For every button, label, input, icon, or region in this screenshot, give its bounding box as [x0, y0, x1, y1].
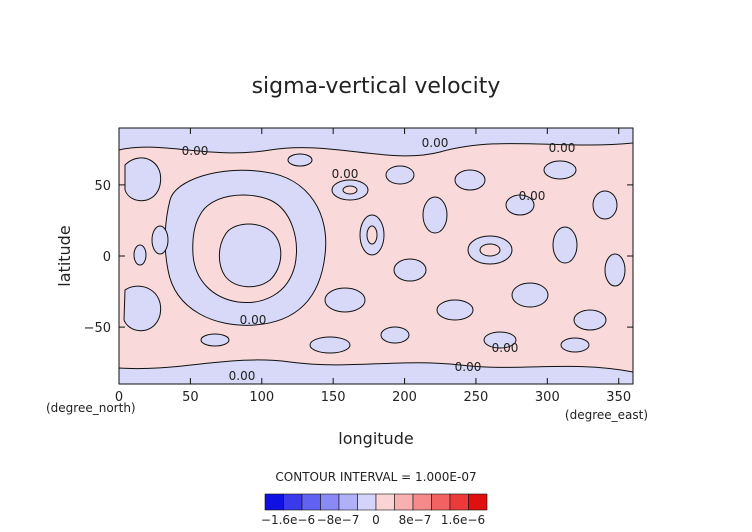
x-tick-label: 350 [606, 390, 631, 405]
colorbar-swatch [412, 493, 432, 511]
colorbar-swatch [357, 493, 377, 511]
x-axis-label: longitude [338, 429, 413, 448]
contour-labels: 0.00 0.00 0.00 0.00 0.00 0.00 0.00 0.00 … [182, 136, 576, 383]
y-axis: −50 0 50 [84, 179, 633, 336]
contour-interval-text: CONTOUR INTERVAL = 1.000E-07 [275, 470, 476, 484]
contour-label: 0.00 [519, 189, 546, 203]
colorbar-tick-label: −8e−7 [317, 513, 360, 527]
colorbar-swatch [264, 493, 284, 511]
x-tick-label: 300 [535, 390, 560, 405]
colorbar-swatch [320, 493, 340, 511]
negative-region-north [119, 128, 633, 157]
contour-label: 0.00 [455, 360, 482, 374]
contour-label: 0.00 [422, 136, 449, 150]
cell [124, 157, 162, 202]
contour-label: 0.00 [492, 341, 519, 355]
y-axis-label: latitude [55, 225, 74, 286]
colorbar-swatch [301, 493, 321, 511]
contour-field: 0.00 0.00 0.00 0.00 0.00 0.00 0.00 0.00 … [119, 128, 633, 384]
colorbar-swatch [375, 493, 395, 511]
negative-region-south [119, 359, 633, 384]
colorbar-tick-label: −1.6e−6 [261, 513, 315, 527]
colorbar-tick-label: 1.6e−6 [441, 513, 485, 527]
center-cell [218, 223, 282, 288]
contour-label: 0.00 [240, 313, 267, 327]
y-tick-label: −50 [84, 321, 111, 336]
colorbar-swatch [283, 493, 303, 511]
colorbar-swatch [449, 493, 469, 511]
cell [123, 285, 162, 332]
contour-label: 0.00 [549, 141, 576, 155]
x-tick-label: 50 [182, 390, 199, 405]
contour-label: 0.00 [229, 369, 256, 383]
colorbar-tick-label: 0 [372, 513, 380, 527]
inner-cells [342, 185, 501, 257]
chart-title: sigma-vertical velocity [252, 74, 501, 99]
contour-label: 0.00 [332, 167, 359, 181]
colorbar-swatch [394, 493, 414, 511]
y-tick-label: 50 [94, 179, 111, 194]
scattered-cells [133, 153, 626, 354]
x-tick-label: 250 [464, 390, 489, 405]
colorbar-swatch [468, 493, 488, 511]
contour-label: 0.00 [182, 144, 209, 158]
colorbar-labels: −1.6e−6 −8e−7 0 8e−7 1.6e−6 [261, 513, 485, 527]
colorbar-swatch [338, 493, 358, 511]
x-unit-label: (degree_east) [565, 408, 648, 422]
colorbar-tick-label: 8e−7 [399, 513, 432, 527]
y-tick-label: 0 [103, 250, 111, 265]
x-tick-label: 100 [249, 390, 274, 405]
x-axis: 0 50 100 150 200 250 300 350 [115, 128, 631, 405]
colorbar [264, 493, 488, 511]
x-tick-label: 0 [115, 390, 123, 405]
colorbar-swatch [431, 493, 451, 511]
x-tick-label: 200 [392, 390, 417, 405]
y-unit-label: (degree_north) [46, 401, 136, 415]
x-tick-label: 150 [321, 390, 346, 405]
